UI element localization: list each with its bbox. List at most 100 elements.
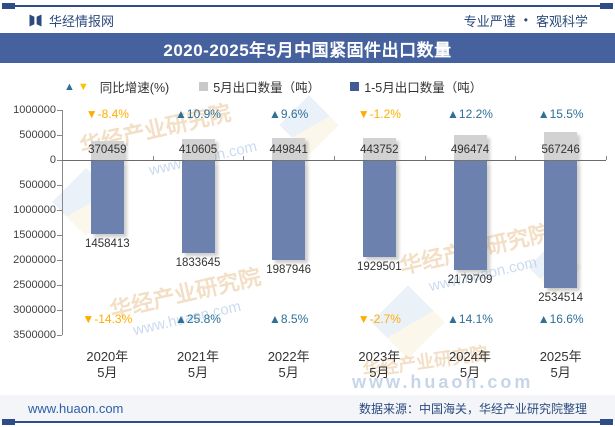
x-axis-tick bbox=[62, 156, 63, 160]
x-axis-tick bbox=[515, 156, 517, 160]
y-axis-tick bbox=[57, 310, 62, 311]
x-label-month: 5月 bbox=[187, 365, 209, 380]
y-axis-tick-label: 2000000 bbox=[13, 254, 56, 266]
legend-blue-swatch-icon bbox=[350, 82, 360, 91]
blue-bar-cumulative bbox=[544, 161, 578, 288]
x-axis-tick bbox=[334, 156, 335, 160]
top-rule-left-cap bbox=[2, 3, 15, 9]
x-axis-category-label: 2020年 5月 bbox=[61, 349, 153, 381]
y-axis-tick bbox=[57, 110, 62, 111]
y-axis-tick-label: 500000 bbox=[19, 179, 56, 191]
legend-down-triangle-icon: ▼ bbox=[77, 80, 89, 93]
x-axis-tick bbox=[243, 156, 245, 160]
y-axis-tick-label: 1000000 bbox=[13, 104, 56, 116]
slogan-left: 专业严谨 bbox=[463, 13, 516, 29]
y-axis-line bbox=[62, 110, 63, 335]
blue-bar-cumulative bbox=[453, 161, 487, 270]
value-label-may: 449841 bbox=[269, 144, 308, 156]
legend-item-growth: ▲ ▼ 同比增速(%) bbox=[64, 77, 169, 96]
growth-label-may: ▲12.2% bbox=[447, 107, 493, 121]
x-label-year: 2020年 bbox=[86, 349, 129, 364]
legend-growth-label: 同比增速(%) bbox=[99, 81, 170, 95]
slogan: 专业严谨 • 客观科学 bbox=[464, 11, 588, 30]
brand-logo-icon bbox=[28, 13, 43, 28]
value-label-may: 496474 bbox=[450, 144, 490, 156]
x-axis-category-label: 2024年 5月 bbox=[424, 349, 516, 381]
value-label-cumulative: 1458413 bbox=[84, 237, 130, 250]
value-label-may: 567246 bbox=[541, 144, 580, 156]
legend-item-may: 5月出口数量（吨） bbox=[199, 77, 320, 96]
growth-label-cumulative: ▲16.6% bbox=[537, 312, 584, 326]
y-axis-tick-label: 0 bbox=[49, 154, 56, 166]
growth-label-cumulative: ▼-14.3% bbox=[82, 312, 133, 326]
data-source-text: 数据来源：中国海关，华经产业研究院整理 bbox=[358, 401, 587, 416]
y-axis-tick bbox=[57, 260, 62, 261]
x-label-year: 2022年 bbox=[267, 349, 310, 364]
blue-bar-cumulative bbox=[272, 161, 306, 261]
value-label-may: 443752 bbox=[360, 144, 399, 156]
x-label-year: 2021年 bbox=[177, 349, 219, 364]
growth-label-cumulative: ▲25.8% bbox=[175, 312, 221, 326]
slogan-right: 客观科学 bbox=[535, 13, 588, 29]
x-label-month: 5月 bbox=[550, 365, 571, 380]
y-axis-tick bbox=[57, 185, 62, 186]
x-axis-category-label: 2022年 5月 bbox=[243, 349, 335, 381]
x-label-month: 5月 bbox=[278, 365, 299, 380]
value-label-may: 370459 bbox=[88, 144, 127, 156]
y-axis-tick-label: 3000000 bbox=[13, 304, 56, 316]
brand-name: 华经情报网 bbox=[49, 13, 115, 29]
y-axis-tick bbox=[57, 235, 62, 236]
x-label-year: 2025年 bbox=[539, 349, 582, 364]
x-axis-tick bbox=[606, 156, 607, 160]
x-label-month: 5月 bbox=[369, 365, 390, 380]
slogan-separator-dot: • bbox=[523, 13, 528, 27]
x-axis-tick bbox=[424, 156, 426, 160]
y-axis-tick bbox=[57, 135, 62, 136]
zero-axis-line bbox=[62, 160, 606, 161]
value-label-cumulative: 1833645 bbox=[175, 256, 221, 269]
growth-label-may: ▲15.5% bbox=[537, 107, 584, 121]
bottom-rule-left-cap bbox=[2, 419, 15, 425]
growth-label-cumulative: ▲14.1% bbox=[447, 312, 493, 326]
growth-label-may: ▼-8.4% bbox=[85, 107, 129, 121]
footer: www.huaon.com 数据来源：中国海关，华经产业研究院整理 bbox=[0, 395, 615, 421]
gray-bar-may bbox=[90, 141, 124, 160]
legend-up-triangle-icon: ▲ bbox=[64, 80, 75, 93]
value-label-cumulative: 1929501 bbox=[356, 261, 402, 274]
header: 华经情报网 专业严谨 • 客观科学 bbox=[28, 9, 588, 31]
x-label-month: 5月 bbox=[97, 365, 118, 380]
x-axis-category-label: 2021年 5月 bbox=[152, 349, 244, 381]
value-label-cumulative: 1987946 bbox=[266, 264, 312, 277]
growth-label-may: ▲9.6% bbox=[269, 107, 309, 121]
legend-item-cumulative: 1-5月出口数量（吨） bbox=[350, 77, 482, 96]
bottom-rule-right-cap bbox=[600, 419, 613, 425]
x-label-year: 2024年 bbox=[449, 349, 491, 364]
y-axis-tick bbox=[57, 160, 62, 161]
y-axis-tick bbox=[57, 285, 62, 286]
legend-may-label: 5月出口数量（吨） bbox=[213, 81, 321, 95]
value-label-may: 410605 bbox=[178, 144, 218, 156]
gray-bar-may bbox=[362, 137, 396, 160]
blue-bar-cumulative bbox=[90, 161, 124, 234]
growth-label-may: ▲10.9% bbox=[175, 107, 221, 121]
blue-bar-cumulative bbox=[181, 161, 215, 253]
legend-gray-swatch-icon bbox=[199, 82, 209, 91]
x-label-month: 5月 bbox=[459, 365, 481, 380]
chart-legend: ▲ ▼ 同比增速(%) 5月出口数量（吨） 1-5月出口数量（吨） bbox=[64, 77, 482, 96]
brand: 华经情报网 bbox=[28, 11, 114, 30]
growth-label-cumulative: ▼-2.7% bbox=[357, 312, 401, 326]
x-label-year: 2023年 bbox=[358, 349, 401, 364]
top-rule-right-cap bbox=[600, 3, 613, 9]
blue-bar-cumulative bbox=[362, 161, 396, 258]
y-axis-tick-label: 1000000 bbox=[13, 204, 56, 216]
top-rule bbox=[2, 3, 613, 9]
y-axis-tick-label: 2500000 bbox=[13, 279, 56, 291]
legend-cumulative-label: 1-5月出口数量（吨） bbox=[364, 81, 483, 95]
y-axis-tick-label: 3500000 bbox=[13, 329, 56, 341]
gray-bar-may bbox=[453, 135, 487, 160]
gray-bar-may bbox=[272, 137, 306, 160]
y-axis-tick bbox=[57, 210, 62, 211]
value-label-cumulative: 2179709 bbox=[447, 273, 493, 286]
footer-url-link[interactable]: www.huaon.com bbox=[28, 400, 124, 416]
